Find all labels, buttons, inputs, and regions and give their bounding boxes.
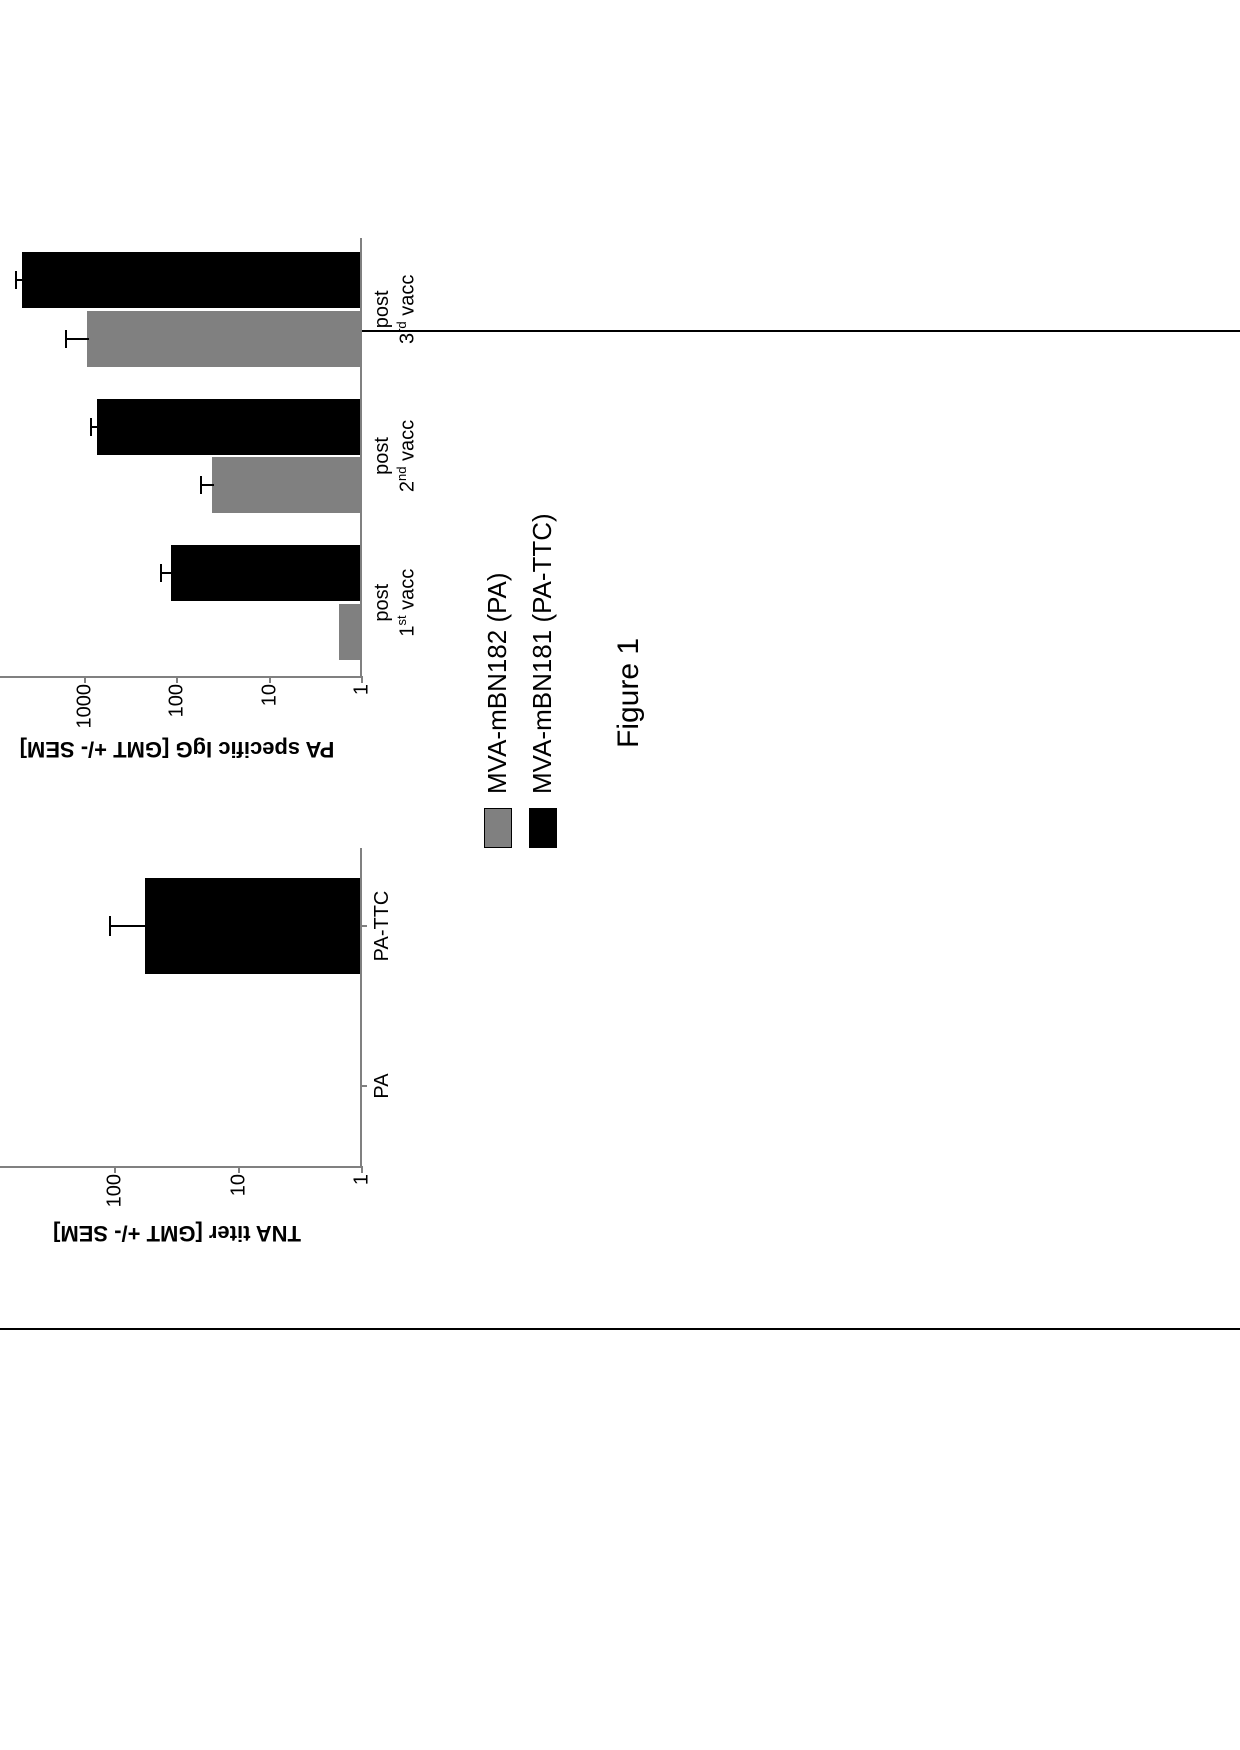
chart-b-plot: 110100100010000post1st vaccpost2nd vaccp… [0,238,362,678]
chart-b-y-title: PA specific IgG [GMT +/- SEM] [20,736,335,762]
legend-swatch-pa-ttc [529,808,557,848]
y-tick-mark [84,676,86,683]
bar [145,878,360,974]
figure-frame: A 1101001000PAPA-TTC TNA titer [GMT +/- … [0,330,1240,1330]
error-bar-cap [109,916,111,936]
error-bar-stem [91,426,99,428]
chart-b: 110100100010000post1st vaccpost2nd vaccp… [0,238,362,678]
y-tick-label: 1000 [0,1166,4,1219]
legend-swatch-pa [484,808,512,848]
x-category-label: PA [360,1073,394,1098]
x-category-label: PA-TTC [360,891,394,962]
x-category-label: post2nd vacc [360,420,420,492]
x-category-label: post3rd vacc [360,275,420,344]
bar [22,252,360,308]
legend-item-pa-ttc: MVA-mBN181 (PA-TTC) [527,513,558,848]
y-tick-mark [176,676,178,683]
chart-a-plot: 1101001000PAPA-TTC [0,848,362,1168]
bar [97,399,360,455]
bar [87,311,360,367]
x-category-label: post1st vacc [360,569,420,637]
error-bar-cap [15,271,17,289]
bar [339,604,360,660]
y-tick-mark [238,1166,240,1173]
y-tick-mark [114,1166,116,1173]
error-bar-cap [65,330,67,348]
chart-a-y-title: TNA titer [GMT +/- SEM] [53,1220,301,1246]
y-tick-mark [361,1166,363,1173]
figure-caption: Figure 1 [612,638,646,748]
legend-item-pa: MVA-mBN182 (PA) [482,513,513,848]
error-bar-stem [16,279,24,281]
error-bar-cap [160,564,162,582]
error-bar-stem [66,338,89,340]
y-tick-mark [269,676,271,683]
bar [212,457,360,513]
error-bar-cap [90,418,92,436]
error-bar-stem [110,925,147,927]
error-bar-stem [161,572,173,574]
legend-label-pa-ttc: MVA-mBN181 (PA-TTC) [527,513,558,794]
bar [171,545,360,601]
legend: MVA-mBN182 (PA) MVA-mBN181 (PA-TTC) [482,513,572,848]
chart-a: 1101001000PAPA-TTC TNA titer [GMT +/- SE… [0,848,362,1168]
legend-label-pa: MVA-mBN182 (PA) [482,572,513,794]
y-tick-label: 1000 [73,676,96,729]
error-bar-cap [200,476,202,494]
y-tick-mark [361,676,363,683]
error-bar-stem [201,484,214,486]
y-tick-label: 10000 [0,676,4,740]
